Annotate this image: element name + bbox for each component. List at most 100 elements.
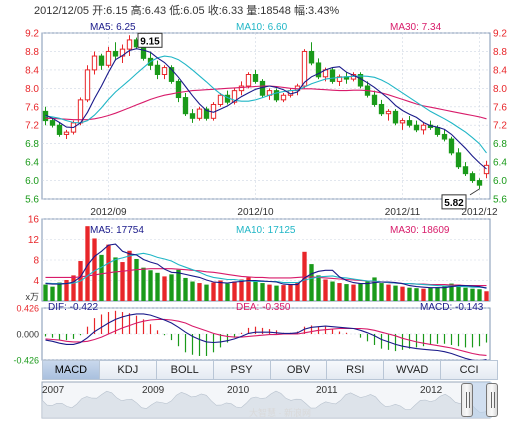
candle-body bbox=[273, 90, 280, 101]
candle-body bbox=[406, 120, 413, 126]
tab-kdj[interactable]: KDJ bbox=[99, 360, 157, 380]
volume-bar bbox=[120, 262, 125, 301]
volume-bar bbox=[407, 287, 412, 301]
price-tick-label-left: 8.0 bbox=[25, 84, 39, 95]
volume-bar bbox=[456, 284, 461, 301]
timeline-year-label: 2011 bbox=[316, 385, 338, 396]
price-tick-label-right: 6.4 bbox=[493, 158, 507, 169]
volume-bar bbox=[211, 282, 216, 301]
volume-legend-item: MA30: 18609 bbox=[390, 225, 450, 236]
price-tick-label-right: 8.4 bbox=[493, 65, 507, 76]
candle-body bbox=[441, 133, 448, 140]
high-price-callout: 9.15 bbox=[140, 36, 160, 47]
low-price-callout-box bbox=[441, 194, 467, 210]
volume-bar bbox=[267, 284, 272, 301]
volume-bar bbox=[435, 287, 440, 301]
volume-bar bbox=[176, 269, 181, 301]
quote-volume: 量:18548 bbox=[246, 5, 291, 17]
tab-boll[interactable]: BOLL bbox=[156, 360, 214, 380]
tab-macd[interactable]: MACD bbox=[42, 360, 100, 380]
range-handle-right[interactable] bbox=[486, 383, 498, 417]
timeline-history-area bbox=[41, 390, 491, 419]
price-legend-item: MA30: 7.34 bbox=[390, 22, 442, 33]
candle-body bbox=[182, 97, 189, 115]
quote-change: 幅:3.43% bbox=[293, 5, 340, 17]
macd-legend-item: DEA: -0.350 bbox=[236, 302, 291, 313]
volume-bar bbox=[134, 258, 139, 301]
candle-body bbox=[84, 69, 91, 101]
candle-body bbox=[126, 39, 133, 50]
volume-legend-item: MA5: 17754 bbox=[90, 225, 144, 236]
candle-body bbox=[329, 69, 336, 82]
tab-rsi[interactable]: RSI bbox=[327, 360, 385, 380]
volume-bar bbox=[92, 238, 97, 301]
candle-body bbox=[308, 50, 315, 64]
price-ma30-line bbox=[45, 85, 487, 121]
candle-body bbox=[196, 108, 203, 119]
volume-bar bbox=[337, 283, 342, 301]
volume-bar bbox=[316, 275, 321, 301]
volume-bar bbox=[50, 286, 55, 301]
date-axis-label: 2012/10 bbox=[237, 207, 274, 218]
candle-body bbox=[49, 120, 56, 126]
volume-bar bbox=[169, 274, 174, 301]
candle-body bbox=[371, 94, 378, 105]
volume-bar bbox=[379, 283, 384, 301]
candle-body bbox=[154, 64, 161, 76]
tab-obv[interactable]: OBV bbox=[270, 360, 328, 380]
date-axis-label: 2012/11 bbox=[385, 207, 421, 218]
candle-body bbox=[413, 124, 420, 131]
volume-bar bbox=[449, 283, 454, 301]
volume-bar bbox=[442, 285, 447, 301]
tab-wvad[interactable]: WVAD bbox=[384, 360, 442, 380]
volume-tick-label: 12 bbox=[28, 235, 40, 246]
high-price-callout-box bbox=[137, 32, 163, 48]
volume-bar bbox=[414, 288, 419, 301]
volume-bar bbox=[365, 281, 370, 301]
macd-dea-line bbox=[45, 318, 487, 356]
volume-bar bbox=[288, 284, 293, 301]
volume-bar bbox=[330, 281, 335, 301]
candle-body bbox=[315, 62, 322, 78]
candle-body bbox=[420, 124, 427, 131]
volume-bar bbox=[344, 284, 349, 301]
candle-body bbox=[455, 152, 462, 168]
macd-legend-item: DIF: -0.422 bbox=[48, 302, 98, 313]
tab-psy[interactable]: PSY bbox=[213, 360, 271, 380]
candle-body bbox=[462, 166, 469, 175]
price-tick-label-right: 7.6 bbox=[493, 102, 507, 113]
volume-bar bbox=[64, 279, 69, 301]
quote-close: 收:6.33 bbox=[207, 5, 244, 17]
price-tick-label-left: 6.0 bbox=[25, 176, 39, 187]
volume-bar bbox=[470, 288, 475, 301]
macd-dif-line bbox=[45, 313, 487, 362]
candle-body bbox=[483, 164, 490, 175]
volume-bar bbox=[155, 272, 160, 301]
price-ma10-line bbox=[45, 55, 487, 154]
macd-tick-label: -0.426 bbox=[13, 356, 39, 366]
candle-body bbox=[399, 120, 406, 124]
candle-body bbox=[140, 46, 147, 59]
price-legend-item: MA5: 6.25 bbox=[90, 22, 136, 33]
candle-body bbox=[245, 74, 252, 87]
range-handle-left[interactable] bbox=[461, 383, 473, 417]
price-tick-label-right: 8.0 bbox=[493, 84, 507, 95]
volume-bar bbox=[99, 254, 104, 301]
volume-bar bbox=[463, 287, 468, 301]
tab-cci[interactable]: CCI bbox=[441, 360, 498, 380]
price-tick-label-left: 8.4 bbox=[25, 65, 39, 76]
volume-bar bbox=[148, 270, 153, 301]
price-tick-label-left: 9.2 bbox=[25, 29, 39, 40]
candle-body bbox=[175, 80, 182, 99]
volume-bar bbox=[323, 279, 328, 301]
candle-body bbox=[91, 55, 98, 71]
candle-body bbox=[252, 74, 259, 82]
candle-body bbox=[203, 108, 210, 119]
price-legend-item: MA10: 6.60 bbox=[236, 22, 288, 33]
volume-bar bbox=[190, 281, 195, 301]
volume-bar bbox=[400, 286, 405, 301]
volume-bar bbox=[127, 250, 132, 301]
quote-open: 开:6.15 bbox=[92, 5, 128, 17]
price-panel-frame bbox=[41, 32, 491, 200]
